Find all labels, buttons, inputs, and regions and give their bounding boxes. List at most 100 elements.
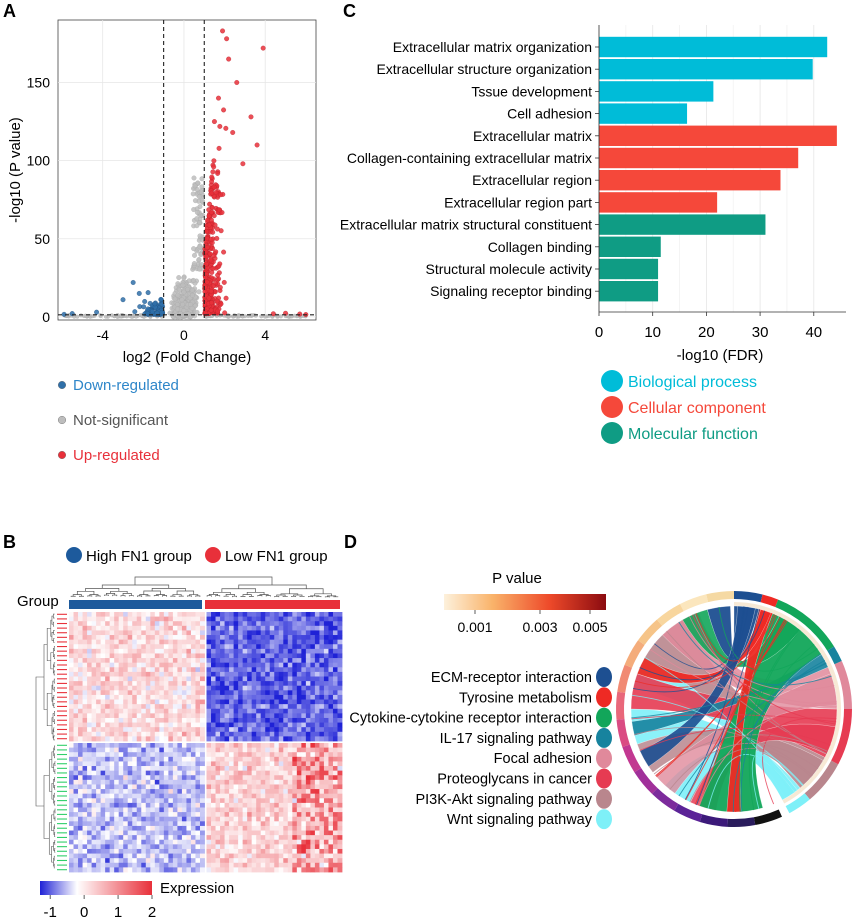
down-point bbox=[145, 290, 151, 296]
heatmap-cell bbox=[238, 685, 244, 691]
heatmap-cell bbox=[109, 708, 115, 714]
heatmap-cell bbox=[238, 770, 244, 776]
heatmap-cell bbox=[114, 708, 120, 714]
heatmap-cell bbox=[73, 798, 79, 804]
heatmap-cell bbox=[337, 653, 343, 659]
heatmap-cell bbox=[186, 825, 192, 831]
heatmap-cell bbox=[242, 858, 248, 864]
chord-gene-segment bbox=[624, 640, 645, 668]
dendrogram-branch bbox=[280, 593, 299, 595]
heatmap-cell bbox=[141, 662, 147, 668]
heatmap-cell bbox=[114, 858, 120, 864]
heatmap-cell bbox=[69, 743, 74, 749]
heatmap-cell bbox=[337, 736, 343, 742]
up-point bbox=[230, 130, 236, 135]
heatmap-cell bbox=[229, 736, 234, 742]
heatmap-cell bbox=[127, 621, 133, 627]
heatmap-cell bbox=[136, 835, 142, 841]
heatmap-cell bbox=[195, 793, 201, 799]
up-point bbox=[202, 284, 208, 290]
heatmap-cell bbox=[100, 798, 106, 804]
heatmap-cell bbox=[82, 704, 88, 710]
heatmap-cell bbox=[145, 793, 151, 799]
heatmap-cell bbox=[118, 807, 124, 813]
heatmap-cell bbox=[87, 708, 92, 714]
heatmap-cell bbox=[199, 766, 205, 772]
heatmap-cell bbox=[181, 658, 187, 664]
heatmap-cell bbox=[224, 681, 230, 687]
heatmap-cell bbox=[145, 616, 151, 622]
heatmap-cell bbox=[274, 717, 280, 723]
heatmap-cell bbox=[168, 747, 174, 753]
heatmap-cell bbox=[136, 667, 142, 673]
volcano-legend: Down-regulatedNot-significantUp-regulate… bbox=[58, 377, 179, 464]
heatmap-cell bbox=[177, 736, 183, 742]
heatmap-cell bbox=[220, 793, 225, 799]
ns-point bbox=[186, 278, 192, 284]
ns-point bbox=[197, 244, 203, 250]
heatmap-cell bbox=[172, 685, 178, 691]
heatmap-cell bbox=[206, 821, 212, 827]
heatmap-cell bbox=[114, 616, 120, 622]
heatmap-cell bbox=[332, 807, 338, 813]
up-point bbox=[217, 123, 223, 129]
heatmap-cell bbox=[301, 630, 307, 636]
heatmap-cell bbox=[332, 630, 338, 636]
heatmap-cell bbox=[186, 616, 192, 622]
heatmap-cell bbox=[145, 830, 151, 836]
heatmap-cell bbox=[296, 747, 302, 753]
heatmap-cell bbox=[283, 779, 289, 785]
heatmap-cell bbox=[154, 743, 160, 749]
heatmap-cell bbox=[190, 848, 196, 854]
dendrogram-branch bbox=[76, 590, 95, 595]
heatmap-cell bbox=[242, 713, 248, 719]
dendrogram-branch bbox=[72, 594, 82, 597]
heatmap-cell bbox=[105, 727, 111, 733]
heatmap-cell bbox=[269, 812, 275, 818]
heatmap-cell bbox=[186, 747, 192, 753]
heatmap-cell bbox=[206, 743, 212, 749]
heatmap-cell bbox=[105, 844, 111, 850]
heatmap-cell bbox=[274, 612, 280, 618]
heatmap-cell bbox=[150, 853, 156, 859]
heatmap-cell bbox=[105, 793, 111, 799]
heatmap-cell bbox=[154, 848, 160, 854]
heatmap-cell bbox=[278, 798, 284, 804]
heatmap-cell bbox=[163, 807, 169, 813]
heatmap-cell bbox=[211, 727, 216, 733]
heatmap-cell bbox=[247, 798, 253, 804]
heatmap-cell bbox=[96, 789, 102, 795]
heatmap-cell bbox=[172, 793, 178, 799]
heatmap-cell bbox=[301, 653, 307, 659]
heatmap-cell bbox=[224, 858, 230, 864]
heatmap-cell bbox=[195, 770, 201, 776]
heatmap-cell bbox=[305, 667, 311, 673]
pathway-legend-marker bbox=[596, 667, 612, 687]
heatmap-cell bbox=[278, 625, 284, 631]
dendrogram-branch bbox=[53, 621, 55, 627]
heatmap-cell bbox=[251, 648, 257, 654]
heatmap-cell bbox=[220, 766, 225, 772]
heatmap-cell bbox=[190, 756, 196, 762]
heatmap-cell bbox=[323, 761, 329, 767]
heatmap-cell bbox=[172, 825, 178, 831]
heatmap-cell bbox=[172, 761, 178, 767]
heatmap-cell bbox=[206, 639, 212, 645]
heatmap-cell bbox=[100, 779, 106, 785]
heatmap-cell bbox=[163, 766, 169, 772]
heatmap-cell bbox=[177, 775, 183, 781]
heatmap-cell bbox=[251, 625, 257, 631]
heatmap-cell bbox=[328, 858, 334, 864]
dendrogram-branch bbox=[35, 676, 44, 807]
heatmap-cell bbox=[332, 635, 338, 641]
heatmap-cell bbox=[238, 727, 244, 733]
heatmap-cell bbox=[96, 835, 102, 841]
heatmap-cell bbox=[109, 639, 115, 645]
heatmap-cell bbox=[136, 862, 142, 868]
heatmap-cell bbox=[177, 816, 183, 822]
heatmap-cell bbox=[132, 671, 138, 677]
heatmap-cell bbox=[145, 653, 151, 659]
volcano-y-tick: 150 bbox=[27, 75, 51, 91]
heatmap-cell bbox=[224, 839, 230, 845]
heatmap-cell bbox=[220, 717, 225, 723]
